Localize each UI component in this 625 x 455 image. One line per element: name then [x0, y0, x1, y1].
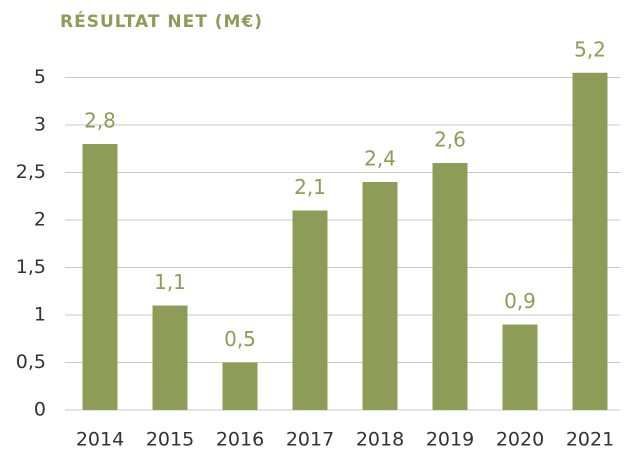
- x-tick-label: 2014: [76, 429, 124, 451]
- value-label: 0,5: [224, 327, 256, 351]
- y-tick-label: 1,5: [16, 256, 46, 278]
- bar: [152, 305, 188, 410]
- value-label: 2,4: [364, 147, 396, 171]
- bar: [222, 362, 258, 410]
- x-tick-label: 2016: [216, 429, 264, 451]
- value-label: 2,1: [294, 175, 326, 199]
- x-tick-label: 2019: [426, 429, 474, 451]
- value-label: 0,9: [504, 289, 536, 313]
- value-label: 5,2: [574, 37, 606, 61]
- y-tick-label: 2: [34, 209, 46, 231]
- x-tick-label: 2015: [146, 429, 194, 451]
- bar: [362, 182, 398, 410]
- y-tick-label: 0,5: [16, 351, 46, 373]
- y-tick-label: 0: [34, 399, 46, 421]
- y-tick-label: 5: [34, 66, 46, 88]
- x-tick-label: 2021: [566, 429, 614, 451]
- y-tick-label: 2,5: [16, 161, 46, 183]
- bar: [502, 324, 538, 410]
- x-tick-label: 2018: [356, 429, 404, 451]
- x-tick-label: 2017: [286, 429, 334, 451]
- value-label: 1,1: [154, 270, 186, 294]
- bar: [432, 163, 468, 410]
- y-tick-label: 1: [34, 304, 46, 326]
- x-tick-label: 2020: [496, 429, 544, 451]
- chart-title: RÉSULTAT NET (M€): [60, 10, 263, 32]
- bar: [82, 144, 118, 410]
- y-tick-label: 3: [34, 114, 46, 136]
- value-label: 2,8: [84, 109, 116, 133]
- bar: [292, 210, 328, 410]
- bar: [572, 72, 608, 410]
- value-label: 2,6: [434, 128, 466, 152]
